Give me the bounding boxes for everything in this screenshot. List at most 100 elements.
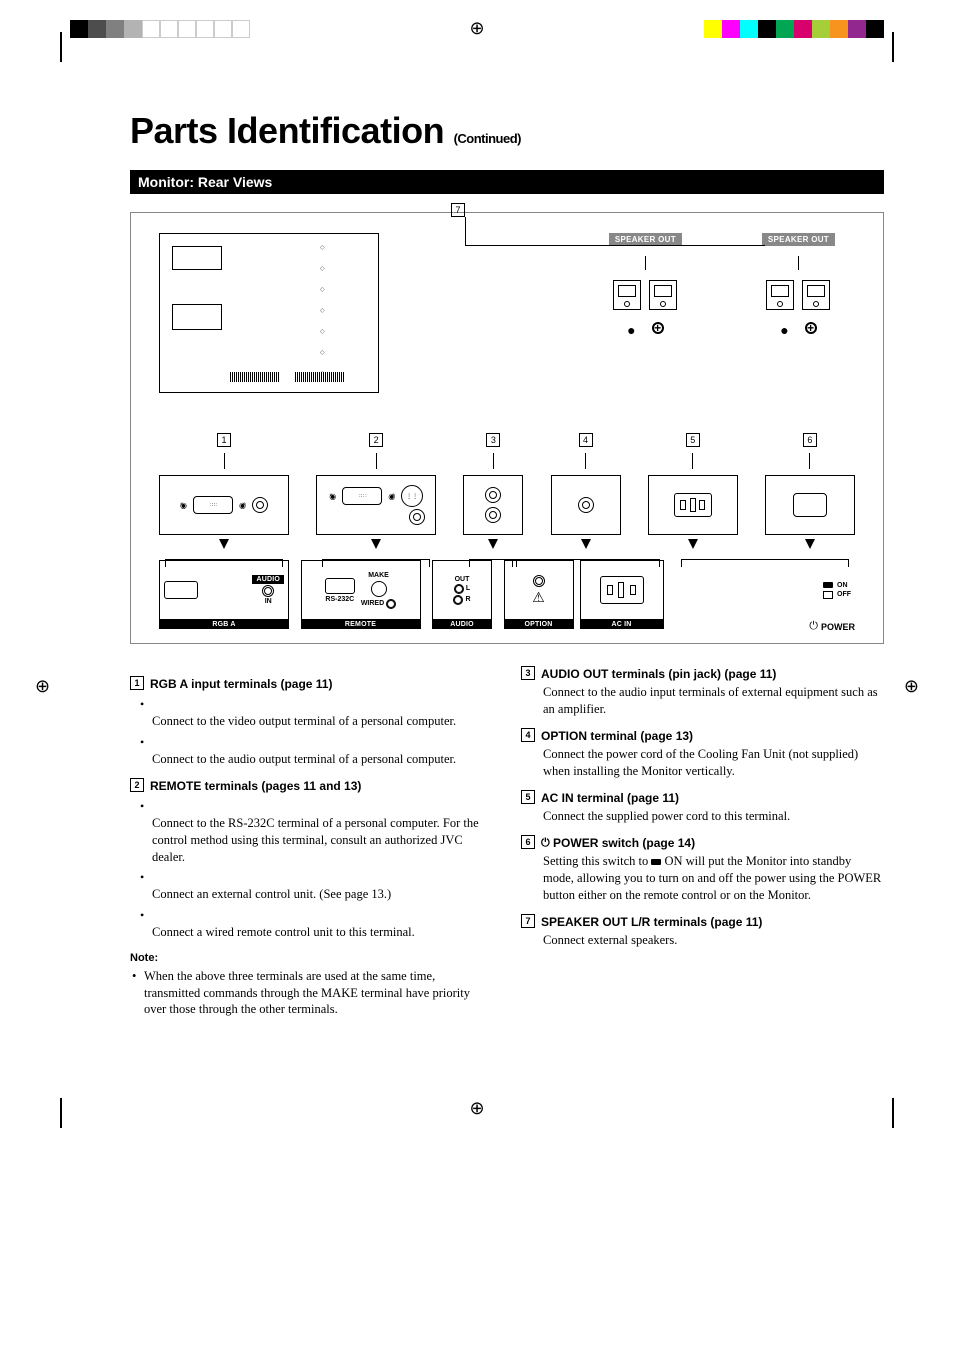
arrow-down-icon [488,539,498,549]
item-6-body: Setting this switch to ON will put the M… [543,853,884,904]
label-remote: REMOTE [301,620,421,629]
color-bar-left [70,20,250,38]
iec-inlet-icon [600,576,644,604]
speaker-out-block: SPEAKER OUT ●+ [762,233,835,338]
title-text: Parts Identification [130,110,444,151]
item-text: Connect to the RS-232C terminal of a per… [152,816,479,864]
dsub-icon [325,578,355,594]
zoom-detail-row: AUDIO IN RGB A RS-232C MAKE [159,560,855,633]
switch-on-icon [823,582,833,588]
rca-icon [578,497,594,513]
item-text: Connect an external control unit. (See p… [152,887,391,901]
crop-line [60,1098,62,1128]
leader-line [645,256,646,270]
callout-box: 4 [521,728,535,742]
rca-icon [454,584,464,594]
crop-line [892,1098,894,1128]
switch-on-icon [651,859,661,865]
callout-box: 1 [130,676,144,690]
polarity-labels: ●+ [780,322,816,338]
terminal-box-rgba: ◉ ∷∷∷ ◉ [159,475,289,535]
speaker-terminal-icon [802,280,830,310]
rca-icon [409,509,425,525]
callout-box: 7 [521,914,535,928]
switch-off-icon [823,591,833,599]
label-rgba: RGB A [159,620,289,629]
leader-line [465,245,765,246]
callout-box: 3 [521,666,535,680]
callout-box: 5 [521,790,535,804]
section-heading-bar: Monitor: Rear Views [130,170,884,194]
switch-icon [793,493,827,517]
item-1-head: 1 RGB A input terminals (page 11) [130,676,493,692]
zoom-remote: RS-232C MAKE WIRED [301,560,421,620]
item-2-head: 2 REMOTE terminals (pages 11 and 13) [130,778,493,794]
upper-diagram-row: ◇◇◇◇◇◇◇ SPEAKER OUT ●+ S [159,233,855,393]
item-5-head: 5 AC IN terminal (page 11) [521,790,884,806]
speaker-terminal-icon [649,280,677,310]
leader-line [798,256,799,270]
callout-box: 3 [486,433,500,447]
terminal-box-audio [463,475,523,535]
zoom-acin [580,560,664,620]
page-body: Parts Identification (Continued) Monitor… [0,50,954,1098]
callout-box: 1 [217,433,231,447]
item-4-head: 4 OPTION terminal (page 13) [521,728,884,744]
item-6-title-text: POWER switch (page 14) [553,836,695,850]
zoom-audio: OUT L R [432,560,492,620]
iec-inlet-icon [674,493,712,517]
item-5-title: AC IN terminal (page 11) [541,790,679,806]
label-on: ON [837,582,848,589]
panel-slot [172,304,222,330]
terminal-box-acin [648,475,738,535]
callout-box: 2 [130,778,144,792]
panel-slot [172,246,222,270]
warning-icon: ⚠ [532,589,545,606]
arrow-down-icon [688,539,698,549]
callout-box: 7 [451,203,465,217]
din-icon: ⋮⋮ [401,485,423,507]
registration-mark-icon: ⊕ [469,1098,484,1119]
speaker-out-label: SPEAKER OUT [762,233,835,246]
power-icon: ⏻ [809,620,818,633]
item-6-head: 6 ⏻ POWER switch (page 14) [521,835,884,851]
label-acin: AC IN [580,620,664,629]
label-power: POWER [821,622,855,632]
label-audio: AUDIO [252,575,284,584]
item-6-title: ⏻ POWER switch (page 14) [541,835,695,851]
item-text: Connect to the audio output terminal of … [152,752,456,766]
zoom-power: ON OFF [675,560,855,620]
din-icon [371,581,387,597]
item-text: Setting this switch to [543,854,651,868]
terminal-callout-row: 1 ◉ ∷∷∷ ◉ 2 ◉ ∷∷∷ ◉ ⋮⋮ [159,433,855,535]
item-3-body: Connect to the audio input terminals of … [543,684,884,718]
crop-marks-bottom: ⊕ [0,1098,954,1138]
label-out: OUT [455,576,470,583]
rear-panel-outline: ◇◇◇◇◇◇◇ [159,233,379,393]
polarity-labels: ●+ [627,322,663,338]
registration-mark-icon: ⊕ [469,18,484,39]
zoom-option: ⚠ [504,560,574,620]
item-2-bullet: Connect a wired remote control unit to t… [152,907,493,941]
arrow-down-icon [219,539,229,549]
label-l: L [466,585,470,592]
item-1-title: RGB A input terminals (page 11) [150,676,332,692]
vent-icon [295,372,345,382]
speaker-out-block: SPEAKER OUT ●+ [609,233,682,338]
item-3-head: 3 AUDIO OUT terminals (pin jack) (page 1… [521,666,884,682]
dsub-icon [164,581,198,599]
crop-marks-top: ⊕ [0,0,954,50]
terminal-box-remote: ◉ ∷∷∷ ◉ ⋮⋮ [316,475,436,535]
rca-icon [453,595,463,605]
label-make: MAKE [368,572,389,579]
speaker-terminal-icon [766,280,794,310]
label-r: R [465,596,470,603]
color-bar-right [704,20,884,38]
callout-7: 7 [451,203,465,217]
description-columns: 1 RGB A input terminals (page 11) Connec… [130,666,884,1018]
callout-box: 4 [579,433,593,447]
vent-icon [230,372,280,382]
label-rs232c: RS-232C [325,596,354,603]
callout-box: 6 [803,433,817,447]
rca-icon [252,497,268,513]
